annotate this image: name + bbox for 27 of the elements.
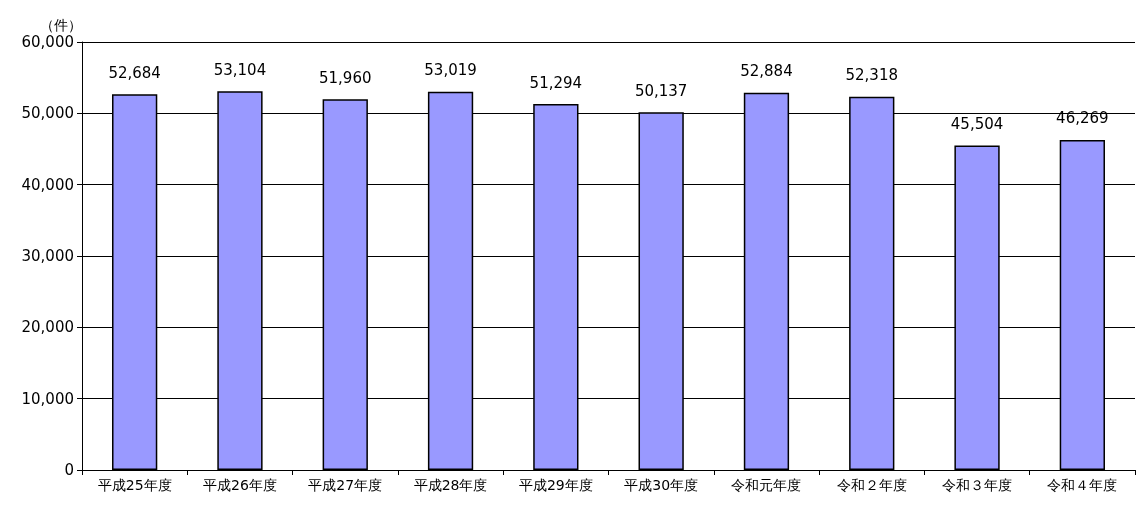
- x-tick-label: 平成30年度: [624, 477, 699, 493]
- data-label: 52,684: [108, 63, 161, 82]
- x-tick-label: 令和２年度: [836, 477, 907, 493]
- x-tick-label: 平成28年度: [413, 477, 488, 493]
- x-tick-label: 令和元年度: [731, 477, 802, 493]
- x-tick-label: 平成26年度: [203, 477, 277, 493]
- data-label: 52,318: [845, 66, 898, 85]
- y-tick-label: 0: [64, 461, 74, 479]
- y-tick-label: 20,000: [21, 318, 74, 337]
- y-tick-label: 40,000: [21, 175, 74, 194]
- data-label: 52,884: [740, 62, 793, 81]
- data-label: 45,504: [950, 114, 1004, 133]
- data-label: 53,104: [213, 60, 267, 79]
- y-tick-label: 10,000: [21, 389, 74, 408]
- data-label: 50,137: [634, 81, 688, 100]
- x-tick-label: 平成29年度: [518, 477, 593, 493]
- x-tick-label: 平成27年度: [308, 477, 383, 493]
- x-tick-label: 平成25年度: [97, 477, 172, 493]
- data-label: 53,019: [424, 61, 477, 80]
- y-axis-title: （件）: [40, 17, 82, 33]
- y-tick-label: 30,000: [21, 247, 74, 265]
- y-tick-label: 50,000: [21, 104, 74, 123]
- data-label: 51,960: [319, 68, 372, 87]
- data-label: 51,294: [529, 73, 583, 92]
- x-tick-label: 令和３年度: [942, 477, 1013, 493]
- x-tick-label: 令和４年度: [1047, 477, 1118, 493]
- y-tick-label: 60,000: [21, 33, 74, 51]
